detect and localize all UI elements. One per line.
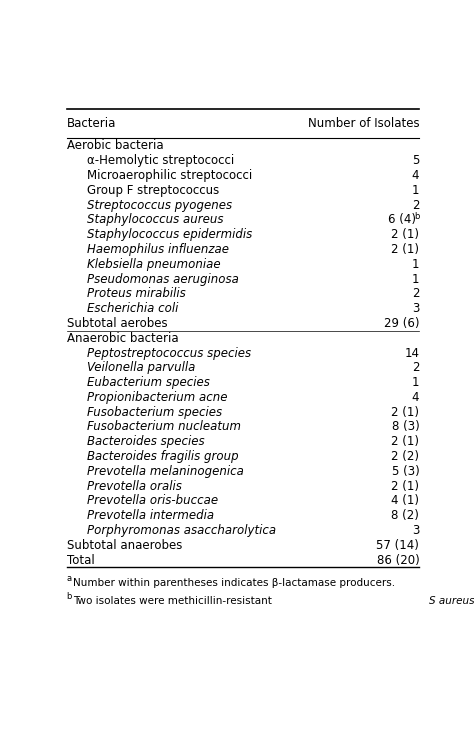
- Text: Two isolates were methicillin-resistant: Two isolates were methicillin-resistant: [73, 596, 275, 607]
- Text: Subtotal anaerobes: Subtotal anaerobes: [66, 539, 182, 552]
- Text: 5: 5: [412, 154, 419, 167]
- Text: Group F streptococcus: Group F streptococcus: [87, 184, 219, 197]
- Text: 86 (20): 86 (20): [376, 554, 419, 567]
- Text: Eubacterium species: Eubacterium species: [87, 376, 210, 389]
- Text: 57 (14): 57 (14): [376, 539, 419, 552]
- Text: 2 (1): 2 (1): [391, 406, 419, 419]
- Text: S aureus: S aureus: [428, 596, 474, 607]
- Text: a: a: [66, 574, 72, 583]
- Text: Peptostreptococcus species: Peptostreptococcus species: [87, 347, 251, 359]
- Text: 2 (1): 2 (1): [391, 435, 419, 449]
- Text: 2 (1): 2 (1): [391, 228, 419, 241]
- Text: 4: 4: [412, 169, 419, 182]
- Text: 1: 1: [412, 184, 419, 197]
- Text: Escherichia coli: Escherichia coli: [87, 302, 178, 315]
- Text: Anaerobic bacteria: Anaerobic bacteria: [66, 332, 178, 344]
- Text: Bacteria: Bacteria: [66, 117, 116, 130]
- Text: Fusobacterium nucleatum: Fusobacterium nucleatum: [87, 420, 241, 434]
- Text: Prevotella melaninogenica: Prevotella melaninogenica: [87, 465, 244, 478]
- Text: 5 (3): 5 (3): [392, 465, 419, 478]
- Text: Proteus mirabilis: Proteus mirabilis: [87, 287, 185, 300]
- Text: α-Hemolytic streptococci: α-Hemolytic streptococci: [87, 154, 234, 167]
- Text: b: b: [66, 593, 72, 602]
- Text: Porphyromonas asaccharolytica: Porphyromonas asaccharolytica: [87, 524, 276, 537]
- Text: 14: 14: [404, 347, 419, 359]
- Text: 1: 1: [412, 258, 419, 270]
- Text: Klebsiella pneumoniae: Klebsiella pneumoniae: [87, 258, 220, 270]
- Text: 4: 4: [412, 391, 419, 404]
- Text: Propionibacterium acne: Propionibacterium acne: [87, 391, 228, 404]
- Text: 2: 2: [412, 287, 419, 300]
- Text: 2 (2): 2 (2): [391, 450, 419, 463]
- Text: 8 (2): 8 (2): [392, 509, 419, 522]
- Text: 29 (6): 29 (6): [384, 317, 419, 330]
- Text: 3: 3: [412, 524, 419, 537]
- Text: Bacteroides species: Bacteroides species: [87, 435, 204, 449]
- Text: Prevotella oris-buccae: Prevotella oris-buccae: [87, 494, 218, 508]
- Text: Number within parentheses indicates β-lactamase producers.: Number within parentheses indicates β-la…: [73, 578, 395, 588]
- Text: Bacteroides fragilis group: Bacteroides fragilis group: [87, 450, 238, 463]
- Text: Aerobic bacteria: Aerobic bacteria: [66, 140, 163, 152]
- Text: Streptococcus pyogenes: Streptococcus pyogenes: [87, 199, 232, 211]
- Text: 2: 2: [412, 361, 419, 374]
- Text: Number of Isolates: Number of Isolates: [308, 117, 419, 130]
- Text: b: b: [414, 212, 419, 221]
- Text: Total: Total: [66, 554, 94, 567]
- Text: 1: 1: [412, 376, 419, 389]
- Text: 3: 3: [412, 302, 419, 315]
- Text: Veilonella parvulla: Veilonella parvulla: [87, 361, 195, 374]
- Text: 8 (3): 8 (3): [392, 420, 419, 434]
- Text: Haemophilus influenzae: Haemophilus influenzae: [87, 243, 229, 256]
- Text: 2 (1): 2 (1): [391, 480, 419, 493]
- Text: Prevotella oralis: Prevotella oralis: [87, 480, 182, 493]
- Text: 2: 2: [412, 199, 419, 211]
- Text: Prevotella intermedia: Prevotella intermedia: [87, 509, 214, 522]
- Text: Staphylococcus aureus: Staphylococcus aureus: [87, 214, 223, 226]
- Text: Subtotal aerobes: Subtotal aerobes: [66, 317, 167, 330]
- Text: 4 (1): 4 (1): [391, 494, 419, 508]
- Text: 1: 1: [412, 273, 419, 285]
- Text: 6 (4): 6 (4): [388, 214, 416, 226]
- Text: Pseudomonas aeruginosa: Pseudomonas aeruginosa: [87, 273, 239, 285]
- Text: 2 (1): 2 (1): [391, 243, 419, 256]
- Text: Fusobacterium species: Fusobacterium species: [87, 406, 222, 419]
- Text: Staphylococcus epidermidis: Staphylococcus epidermidis: [87, 228, 252, 241]
- Text: Microaerophilic streptococci: Microaerophilic streptococci: [87, 169, 252, 182]
